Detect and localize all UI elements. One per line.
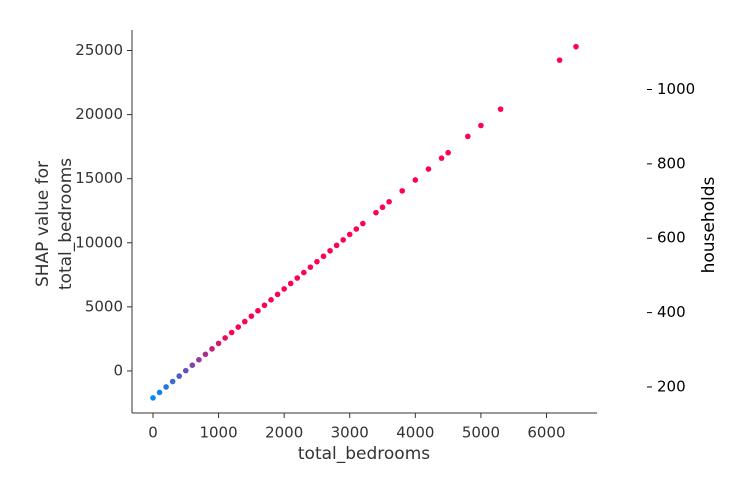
point [196, 356, 202, 363]
point [307, 264, 314, 270]
point [163, 384, 169, 390]
point [176, 373, 183, 379]
point [242, 318, 248, 325]
point [294, 275, 301, 281]
point [314, 258, 320, 265]
point [497, 106, 504, 112]
y-tick-label: 15000 [75, 169, 123, 187]
point [320, 253, 327, 260]
y-axis-label: total_bedrooms [56, 158, 76, 290]
point [438, 155, 445, 161]
y-tick-label: 10000 [75, 233, 123, 251]
point [373, 209, 379, 216]
x-tick-label: 2000 [265, 424, 303, 442]
point [182, 367, 189, 374]
point [464, 133, 471, 140]
point [255, 307, 261, 314]
point [281, 286, 287, 292]
x-tick-label: 3000 [331, 424, 369, 442]
point [209, 346, 215, 352]
colorbar-tick-label: 800 [657, 154, 686, 172]
point [202, 351, 209, 358]
point [189, 362, 196, 368]
point [169, 378, 176, 385]
point [399, 188, 406, 194]
point [248, 313, 255, 319]
point [327, 247, 333, 254]
point [333, 242, 340, 249]
point [235, 324, 242, 330]
x-tick-label: 6000 [527, 424, 565, 442]
colorbar-tick-label: 1000 [657, 80, 695, 98]
colorbar-tick-label: 200 [657, 377, 686, 395]
colorbar-label: households [699, 176, 719, 273]
point [386, 198, 392, 205]
point [222, 335, 228, 341]
x-tick-label: 4000 [396, 424, 434, 442]
y-tick-label: 5000 [85, 297, 123, 315]
y-tick-label: 0 [113, 361, 123, 379]
point [301, 269, 307, 276]
point [268, 297, 274, 303]
point [274, 291, 281, 298]
x-tick-label: 5000 [462, 424, 500, 442]
colorbar-tick-label: 600 [657, 229, 686, 247]
point [156, 389, 163, 396]
x-axis-label: total_bedrooms [298, 444, 430, 464]
point [353, 226, 360, 232]
point [412, 177, 419, 183]
point [360, 220, 366, 227]
point [261, 302, 268, 309]
y-tick-label: 20000 [75, 105, 123, 123]
y-tick-label: 25000 [75, 41, 123, 59]
point [573, 43, 579, 50]
point [379, 204, 386, 211]
point [346, 231, 353, 238]
point [228, 329, 235, 336]
point [478, 122, 484, 129]
x-tick-label: 0 [148, 424, 158, 442]
x-tick-label: 1000 [199, 424, 237, 442]
y-axis-label: SHAP value for [33, 161, 53, 287]
point [150, 395, 156, 401]
point [340, 237, 346, 243]
point [215, 340, 222, 347]
point [556, 57, 563, 63]
point [425, 166, 432, 172]
colorbar-tick-label: 400 [657, 303, 686, 321]
point [445, 149, 451, 156]
point [287, 280, 294, 287]
